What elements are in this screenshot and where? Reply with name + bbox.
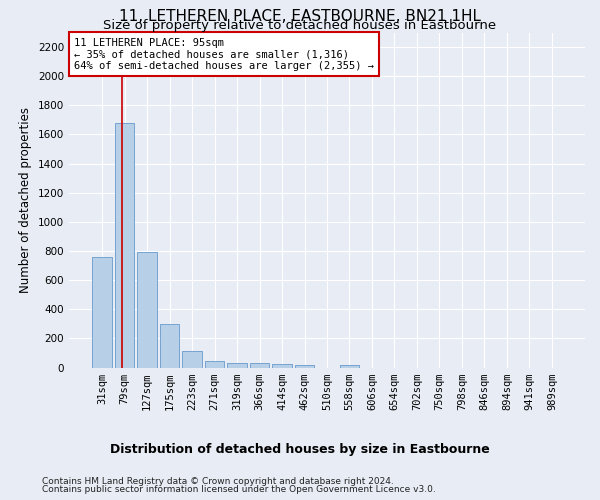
Bar: [227, 363, 247, 368]
Bar: [115, 123, 134, 368]
Bar: [250, 364, 269, 368]
Text: Size of property relative to detached houses in Eastbourne: Size of property relative to detached ho…: [103, 19, 497, 32]
Text: 11 LETHEREN PLACE: 95sqm
← 35% of detached houses are smaller (1,316)
64% of sem: 11 LETHEREN PLACE: 95sqm ← 35% of detach…: [74, 38, 374, 70]
Bar: [272, 364, 292, 368]
Text: Contains HM Land Registry data © Crown copyright and database right 2024.: Contains HM Land Registry data © Crown c…: [42, 478, 394, 486]
Bar: [137, 252, 157, 368]
Text: Distribution of detached houses by size in Eastbourne: Distribution of detached houses by size …: [110, 442, 490, 456]
Text: Contains public sector information licensed under the Open Government Licence v3: Contains public sector information licen…: [42, 485, 436, 494]
Bar: [340, 364, 359, 368]
Bar: [160, 324, 179, 368]
Bar: [182, 352, 202, 368]
Bar: [295, 364, 314, 368]
Y-axis label: Number of detached properties: Number of detached properties: [19, 107, 32, 293]
Text: 11, LETHEREN PLACE, EASTBOURNE, BN21 1HL: 11, LETHEREN PLACE, EASTBOURNE, BN21 1HL: [119, 9, 481, 24]
Bar: [92, 257, 112, 368]
Bar: [205, 361, 224, 368]
